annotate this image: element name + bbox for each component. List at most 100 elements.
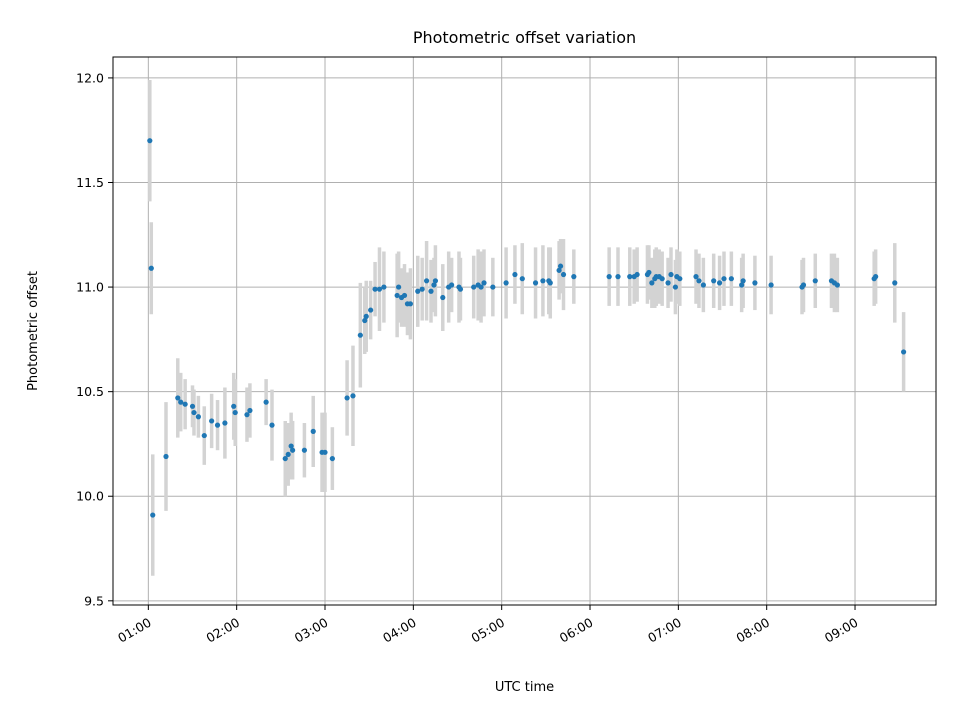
y-tick-label: 11.0 bbox=[76, 280, 104, 295]
data-point bbox=[503, 280, 509, 286]
data-point bbox=[768, 282, 774, 288]
y-tick-label: 12.0 bbox=[76, 70, 104, 85]
data-point bbox=[649, 280, 655, 286]
data-point bbox=[147, 138, 153, 144]
data-point bbox=[659, 276, 665, 282]
data-point bbox=[752, 280, 758, 286]
data-point bbox=[419, 286, 425, 292]
data-point bbox=[557, 263, 564, 269]
data-point bbox=[728, 276, 734, 282]
y-tick-label: 11.5 bbox=[76, 175, 104, 190]
data-point bbox=[231, 403, 237, 409]
data-point bbox=[740, 278, 746, 284]
data-point bbox=[834, 282, 840, 288]
data-point bbox=[606, 274, 612, 280]
data-point bbox=[285, 451, 291, 458]
data-point bbox=[372, 286, 378, 292]
data-point bbox=[381, 284, 387, 290]
data-point bbox=[282, 455, 288, 462]
data-point bbox=[449, 282, 455, 288]
data-point bbox=[892, 280, 898, 286]
data-point bbox=[873, 274, 879, 280]
data-point bbox=[191, 409, 197, 416]
data-point bbox=[901, 349, 907, 355]
data-point bbox=[209, 418, 215, 424]
data-point bbox=[532, 280, 539, 286]
data-point bbox=[696, 278, 702, 284]
data-point bbox=[431, 282, 437, 288]
data-point bbox=[471, 284, 477, 290]
data-point bbox=[178, 399, 184, 405]
data-point bbox=[350, 393, 356, 399]
y-tick-label: 10.5 bbox=[76, 384, 104, 399]
data-point bbox=[175, 395, 181, 401]
data-point bbox=[457, 286, 464, 292]
x-axis-label: UTC time bbox=[495, 680, 554, 695]
data-point bbox=[148, 265, 154, 271]
data-point bbox=[615, 274, 621, 280]
data-point bbox=[693, 274, 699, 280]
data-point bbox=[665, 280, 671, 286]
data-point bbox=[363, 313, 369, 319]
data-point bbox=[668, 271, 674, 278]
data-point bbox=[812, 278, 818, 284]
data-points bbox=[147, 138, 907, 518]
data-point bbox=[634, 271, 640, 278]
data-point bbox=[428, 288, 434, 294]
data-point bbox=[288, 443, 294, 449]
data-point bbox=[290, 447, 296, 453]
data-point bbox=[571, 274, 577, 280]
data-point bbox=[189, 403, 196, 409]
data-point bbox=[232, 409, 238, 416]
data-point bbox=[163, 453, 169, 460]
data-point bbox=[519, 276, 525, 282]
data-point bbox=[310, 428, 316, 434]
data-point bbox=[368, 307, 374, 313]
data-point bbox=[214, 422, 221, 428]
data-point bbox=[195, 414, 201, 420]
data-point bbox=[182, 401, 188, 407]
data-point bbox=[721, 276, 727, 282]
data-point bbox=[357, 332, 363, 338]
data-point bbox=[560, 271, 567, 278]
data-point bbox=[150, 512, 156, 518]
data-point bbox=[800, 282, 807, 288]
plot-frame bbox=[112, 56, 937, 606]
y-tick-label: 10.0 bbox=[76, 489, 104, 504]
data-point bbox=[512, 271, 518, 278]
data-point bbox=[478, 284, 484, 290]
data-point bbox=[415, 288, 421, 294]
data-point bbox=[329, 455, 335, 462]
data-point bbox=[646, 269, 652, 276]
data-point bbox=[700, 282, 706, 288]
data-point bbox=[376, 286, 383, 292]
data-point bbox=[739, 282, 745, 288]
data-point bbox=[627, 274, 633, 280]
data-point bbox=[344, 395, 350, 401]
data-point bbox=[407, 301, 413, 307]
data-point bbox=[432, 278, 439, 284]
data-point bbox=[222, 420, 228, 426]
data-point bbox=[423, 278, 430, 284]
data-point bbox=[440, 294, 446, 301]
data-point bbox=[244, 412, 250, 418]
data-point bbox=[322, 449, 328, 455]
data-point bbox=[247, 407, 253, 414]
chart-title: Photometric offset variation bbox=[413, 28, 636, 47]
data-point bbox=[540, 278, 546, 284]
data-point bbox=[677, 276, 683, 282]
y-tick-label: 9.5 bbox=[84, 593, 104, 608]
data-point bbox=[394, 292, 400, 299]
y-axis-label: Photometric offset bbox=[26, 271, 41, 391]
data-point bbox=[301, 447, 307, 453]
data-point bbox=[490, 284, 496, 290]
data-point bbox=[481, 280, 487, 286]
data-point bbox=[556, 267, 562, 273]
data-point bbox=[547, 280, 553, 286]
data-point bbox=[263, 399, 269, 405]
data-point bbox=[672, 284, 679, 290]
data-point bbox=[362, 317, 368, 324]
data-point bbox=[401, 292, 408, 299]
data-point bbox=[269, 422, 275, 428]
data-point bbox=[716, 280, 723, 286]
